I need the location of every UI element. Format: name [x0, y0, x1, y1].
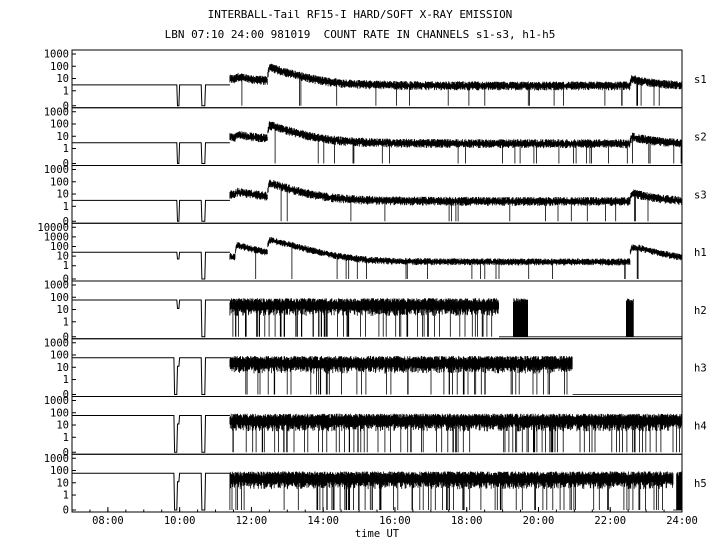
data-trace-quiet [72, 84, 230, 107]
y-tick-label: 100 [50, 241, 69, 253]
y-tick-label: 0 [63, 216, 69, 228]
panel-frame [71, 107, 683, 166]
y-tick-label: 100 [50, 119, 69, 131]
data-trace-quiet [72, 251, 230, 280]
y-tick-label: 1000 [44, 280, 69, 292]
x-tick-label: 14:00 [307, 515, 339, 527]
channel-label: h3 [694, 363, 707, 375]
y-tick-label: 1 [63, 143, 69, 155]
x-tick-label: 22:00 [594, 515, 626, 527]
data-trace-noisy [229, 236, 682, 279]
y-tick-label: 10 [56, 477, 69, 489]
y-tick-label: 0 [63, 158, 69, 170]
y-tick-label: 100 [50, 292, 69, 304]
y-tick-label: 1000 [44, 106, 69, 118]
x-tick-label: 18:00 [451, 515, 483, 527]
y-tick-label: 10 [56, 131, 69, 143]
y-tick-label: 100 [50, 176, 69, 188]
y-tick-label: 1000 [44, 453, 69, 465]
data-trace-noisy [229, 471, 683, 511]
data-trace-quiet [72, 199, 230, 222]
y-tick-label: 100 [50, 407, 69, 419]
y-tick-label: 0 [63, 331, 69, 343]
y-tick-label: 1 [63, 374, 69, 386]
y-tick-label: 1 [63, 85, 69, 97]
panel-frame [71, 338, 683, 397]
y-tick-label: 1000 [44, 164, 69, 176]
data-trace-noisy [229, 179, 682, 222]
y-tick-label: 100 [50, 465, 69, 477]
y-tick-label: 10 [56, 189, 69, 201]
x-tick-label: 24:00 [666, 515, 698, 527]
channel-label: h2 [694, 305, 707, 317]
x-tick-label: 20:00 [523, 515, 555, 527]
channel-label: s1 [694, 74, 707, 86]
data-trace-quiet [72, 299, 230, 338]
y-tick-label: 0 [63, 389, 69, 401]
y-tick-label: 10000 [37, 222, 69, 234]
y-tick-label: 10 [56, 251, 69, 263]
y-tick-label: 10 [56, 362, 69, 374]
x-tick-label: 12:00 [236, 515, 268, 527]
x-axis: 08:00 10:00 12:00 14:00 16:00 18:00 20:00 22:00… [89, 507, 698, 540]
x-tick-label: 10:00 [164, 515, 196, 527]
y-tick-label: 1000 [44, 231, 69, 243]
y-tick-label: 1 [63, 201, 69, 213]
y-tick-label: 1 [63, 316, 69, 328]
chart-subtitle: LBN 07:10 24:00 981019 COUNT RATE IN CHA… [164, 28, 556, 41]
y-tick-label: 0 [63, 505, 69, 517]
y-tick-label: 1 [63, 260, 69, 272]
data-trace-noisy [229, 413, 682, 453]
y-tick-label: 1000 [44, 395, 69, 407]
data-trace-quiet [72, 472, 230, 511]
x-axis-label: time UT [355, 528, 400, 540]
data-trace-noisy [229, 298, 682, 338]
data-trace-noisy [229, 121, 682, 164]
data-trace-quiet [72, 142, 230, 164]
data-trace-noisy [229, 63, 682, 106]
y-tick-label: 100 [50, 61, 69, 73]
panel-frame [71, 49, 683, 109]
y-tick-label: 0 [63, 100, 69, 112]
x-tick-label: 16:00 [379, 515, 411, 527]
y-tick-label: 10 [56, 304, 69, 316]
channel-label: h5 [694, 478, 707, 490]
y-tick-label: 0 [63, 274, 69, 286]
y-tick-label: 0 [63, 447, 69, 459]
channel-label: s3 [694, 189, 707, 201]
x-tick-label: 08:00 [92, 515, 124, 527]
y-tick-label: 1000 [44, 337, 69, 349]
y-tick-label: 100 [50, 350, 69, 362]
y-tick-label: 1000 [44, 49, 69, 61]
y-tick-label: 10 [56, 73, 69, 85]
panel-frame [71, 165, 683, 224]
chart-title: INTERBALL-Tail RF15-I HARD/SOFT X-RAY EM… [207, 8, 513, 21]
data-trace-quiet [72, 357, 230, 395]
y-tick-label: 1 [63, 432, 69, 444]
channel-label: h1 [694, 247, 707, 259]
data-trace-noisy [229, 355, 682, 395]
channel-label: h4 [694, 420, 707, 432]
data-trace-quiet [72, 415, 230, 453]
channel-label: s2 [694, 132, 707, 144]
y-tick-label: 10 [56, 420, 69, 432]
y-tick-label: 1 [63, 490, 69, 502]
